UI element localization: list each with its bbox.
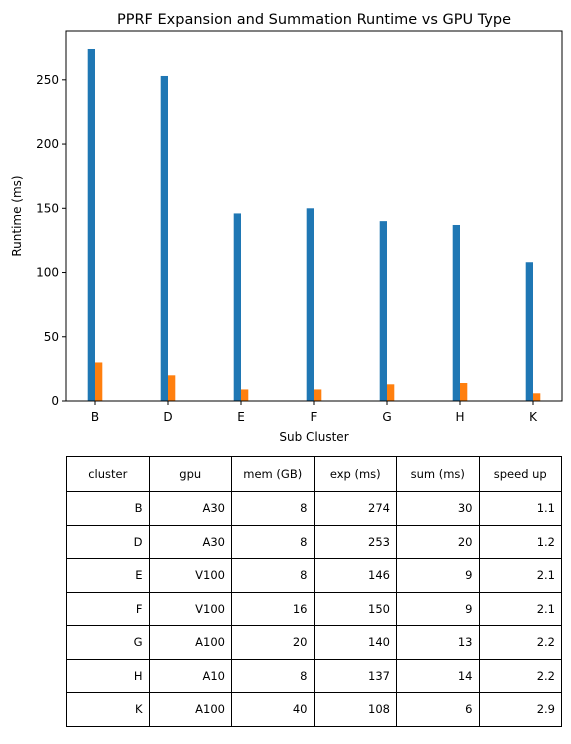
table-cell: 2.2 [478, 625, 562, 660]
table-cell: 16 [231, 591, 315, 626]
column-header: exp (ms) [313, 456, 397, 492]
table-row: F V100 16 150 9 2.1 [66, 591, 562, 626]
table-cell: 1.1 [478, 491, 562, 526]
table-row: B A30 8 274 30 1.1 [66, 491, 562, 526]
table-cell: K [66, 692, 150, 727]
bar-K-series-2 [533, 393, 541, 401]
y-tick-label: 150 [36, 201, 59, 215]
bar-E-series-2 [241, 389, 249, 401]
table-cell: 137 [313, 658, 397, 693]
y-tick-label: 250 [36, 73, 59, 87]
table-body: cluster gpu mem (GB) exp (ms) sum (ms) speed … [66, 456, 562, 727]
y-axis-label: Runtime (ms) [10, 175, 24, 256]
x-tick-label: D [163, 410, 172, 424]
table-cell: A10 [148, 658, 232, 693]
table-cell: 2.9 [478, 692, 562, 727]
table-cell: 40 [231, 692, 315, 727]
column-header: cluster [66, 456, 150, 492]
bar-F-series-1 [306, 208, 314, 401]
bar-B-series-1 [87, 48, 95, 402]
table-cell: E [66, 558, 150, 593]
x-tick-label: H [455, 410, 464, 424]
table-cell: V100 [148, 558, 232, 593]
table-cell: 2.2 [478, 658, 562, 693]
column-header: mem (GB) [231, 456, 315, 492]
table-cell: A30 [148, 524, 232, 559]
table-cell: 108 [313, 692, 397, 727]
table-cell: 2.1 [478, 558, 562, 593]
y-axis: 0 50 100 150 200 250 [36, 73, 66, 408]
bar-B-series-2 [95, 362, 103, 401]
bar-F-series-2 [314, 389, 322, 401]
bar-G-series-1 [379, 221, 387, 401]
table-cell: A100 [148, 692, 232, 727]
bar-K-series-1 [525, 262, 533, 401]
x-tick-label: F [311, 410, 318, 424]
bar-H-series-2 [460, 383, 468, 401]
column-header: speed up [478, 456, 562, 492]
table-row: K A100 40 108 6 2.9 [66, 692, 562, 727]
x-tick-label: B [91, 410, 99, 424]
table-row: E V100 8 146 9 2.1 [66, 558, 562, 593]
x-axis-label: Sub Cluster [279, 430, 348, 444]
table-cell: 1.2 [478, 524, 562, 559]
bars-group [87, 48, 541, 402]
table-header-row: cluster gpu mem (GB) exp (ms) sum (ms) speed … [66, 456, 562, 492]
x-tick-label: G [382, 410, 391, 424]
table-cell: 8 [231, 558, 315, 593]
table-cell: 20 [396, 524, 480, 559]
table-cell: 8 [231, 524, 315, 559]
table-cell: A30 [148, 491, 232, 526]
y-tick-label: 50 [44, 330, 59, 344]
table-cell: 9 [396, 591, 480, 626]
y-tick-label: 100 [36, 266, 59, 280]
chart-title: PPRF Expansion and Summation Runtime vs … [117, 12, 511, 28]
x-tick-label: E [237, 410, 245, 424]
table-cell: V100 [148, 591, 232, 626]
table-cell: 9 [396, 558, 480, 593]
table-cell: 8 [231, 491, 315, 526]
column-header: gpu [148, 456, 232, 492]
x-tick-label: K [529, 410, 538, 424]
y-tick-label: 0 [51, 394, 59, 408]
table-cell: 274 [313, 491, 397, 526]
table-cell: 20 [231, 625, 315, 660]
bar-G-series-2 [387, 384, 395, 401]
bar-D-series-1 [160, 75, 168, 401]
table-cell: 14 [396, 658, 480, 693]
table-cell: 30 [396, 491, 480, 526]
table-cell: G [66, 625, 150, 660]
table-row: D A30 8 253 20 1.2 [66, 524, 562, 559]
table-cell: F [66, 591, 150, 626]
y-tick-label: 200 [36, 137, 59, 151]
column-header: sum (ms) [396, 456, 480, 492]
table-cell: 8 [231, 658, 315, 693]
runtime-bar-chart: PPRF Expansion and Summation Runtime vs … [10, 12, 563, 444]
table-cell: 253 [313, 524, 397, 559]
table-cell: H [66, 658, 150, 693]
table-cell: D [66, 524, 150, 559]
data-table: cluster gpu mem (GB) exp (ms) sum (ms) speed … [66, 456, 562, 727]
table-cell: A100 [148, 625, 232, 660]
table-cell: 140 [313, 625, 397, 660]
bar-D-series-2 [168, 375, 176, 401]
table-cell: 2.1 [478, 591, 562, 626]
table-cell: 13 [396, 625, 480, 660]
table-row: H A10 8 137 14 2.2 [66, 658, 562, 693]
bar-E-series-1 [233, 213, 241, 401]
table-cell: B [66, 491, 150, 526]
table-cell: 150 [313, 591, 397, 626]
table-row: G A100 20 140 13 2.2 [66, 625, 562, 660]
bar-H-series-1 [452, 224, 460, 401]
table-cell: 6 [396, 692, 480, 727]
table-cell: 146 [313, 558, 397, 593]
